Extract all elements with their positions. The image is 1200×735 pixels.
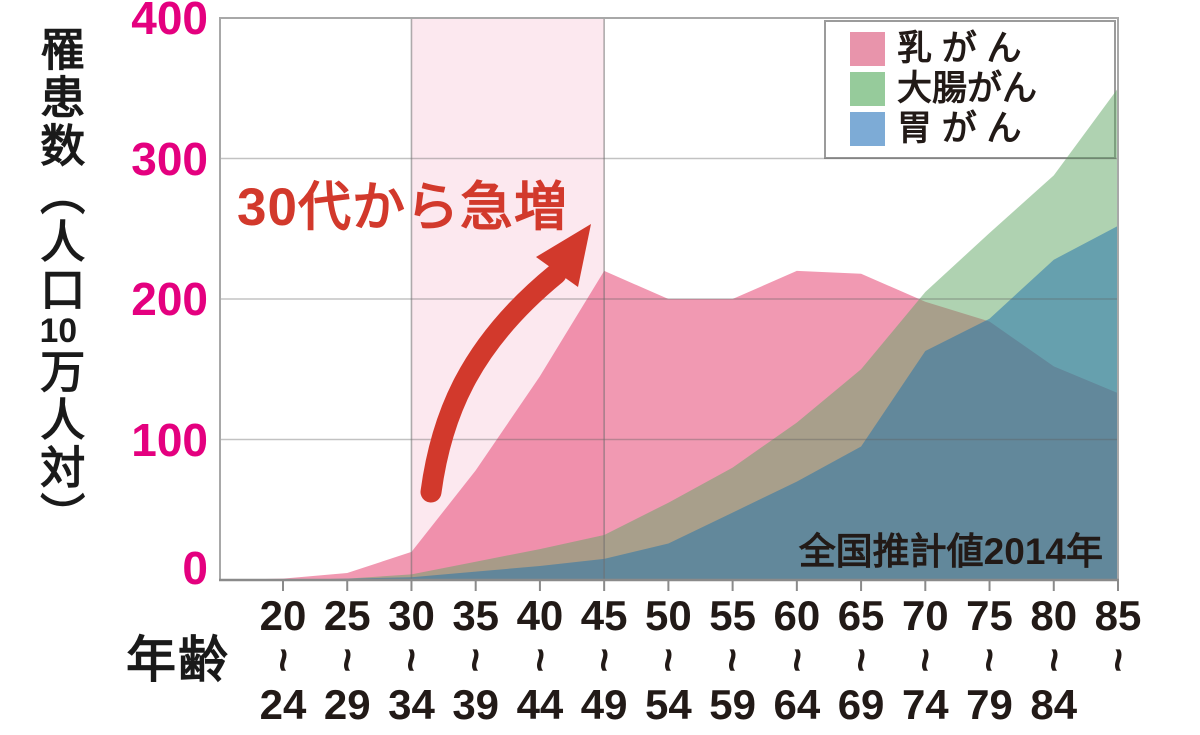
age-from: 70 xyxy=(901,592,949,639)
y-axis-title-part: 罹患数（人口 xyxy=(33,26,85,314)
x-category-85: 85 ~ xyxy=(1083,592,1153,681)
age-to: 39 xyxy=(452,681,500,728)
range-wave-dash: ~ xyxy=(645,647,693,673)
x-category-50: 50 ~54 xyxy=(633,592,703,728)
x-category-65: 65 ~69 xyxy=(826,592,896,728)
age-to: 29 xyxy=(323,681,371,728)
range-wave-dash: ~ xyxy=(709,647,757,673)
annotation-text: 30代から急増 xyxy=(237,178,568,237)
age-from: 55 xyxy=(709,592,756,639)
range-wave-dash: ~ xyxy=(1030,647,1078,673)
area-胃がん xyxy=(220,225,1118,580)
x-category-30: 30 ~34 xyxy=(376,592,446,728)
age-from: 65 xyxy=(837,592,885,639)
age-from: 75 xyxy=(966,592,1013,639)
age-from: 35 xyxy=(452,592,500,639)
age-to: 69 xyxy=(837,681,885,728)
y-tick-label-200: 200 xyxy=(131,273,208,325)
age-to: 44 xyxy=(516,681,564,728)
highlight-band-edges xyxy=(410,18,605,580)
range-wave-dash: ~ xyxy=(838,647,886,673)
age-from: 80 xyxy=(1030,592,1078,639)
y-tick-label-300: 300 xyxy=(131,132,208,185)
x-category-45: 45 ~49 xyxy=(569,592,639,728)
legend: 乳 が ん大腸がん胃 が ん xyxy=(824,20,1116,159)
y-axis-title-part: 万人対） xyxy=(33,348,85,540)
x-category-75: 75 ~79 xyxy=(955,592,1025,728)
age-to: 84 xyxy=(1030,681,1078,728)
age-to: 24 xyxy=(259,681,307,728)
age-from: 45 xyxy=(580,592,628,639)
range-wave-dash: ~ xyxy=(260,647,307,673)
age-to: 59 xyxy=(709,681,756,728)
x-category-25: 25 ~29 xyxy=(312,592,382,728)
x-category-60: 60 ~64 xyxy=(762,592,832,728)
age-from: 30 xyxy=(388,592,435,639)
gridlines xyxy=(220,157,1118,441)
legend-label: 大腸がん xyxy=(897,69,1038,108)
y-tick-label-100: 100 xyxy=(131,413,208,466)
legend-label: 乳 が ん xyxy=(897,29,1022,68)
y-axis-title: 罹患数（人口10万人対） xyxy=(30,26,86,586)
y-tick-label-0: 0 xyxy=(182,542,208,594)
age-from: 20 xyxy=(259,592,307,639)
range-wave-dash: ~ xyxy=(581,647,629,673)
age-to: 34 xyxy=(388,681,435,728)
y-axis-title-part: 10 xyxy=(39,314,78,348)
age-from: 50 xyxy=(645,592,692,639)
range-wave-dash: ~ xyxy=(773,647,821,673)
age-from: 85 xyxy=(1094,592,1142,639)
legend-label: 胃 が ん xyxy=(897,109,1022,148)
legend-swatch-大腸がん xyxy=(850,72,885,106)
y-tick-label-400: 400 xyxy=(131,0,208,44)
x-category-55: 55 ~59 xyxy=(698,592,768,728)
source-note: 全国推計値2014年 xyxy=(798,531,1103,572)
legend-swatch-胃がん xyxy=(850,112,885,146)
x-category-40: 40 ~44 xyxy=(505,592,575,728)
legend-swatch-乳がん xyxy=(850,32,885,66)
age-from: 40 xyxy=(516,592,564,639)
age-to: 49 xyxy=(580,681,628,728)
age-to: 79 xyxy=(966,681,1013,728)
age-to: 74 xyxy=(901,681,949,728)
x-category-35: 35 ~39 xyxy=(441,592,511,728)
range-wave-dash: ~ xyxy=(1095,647,1142,673)
range-wave-dash: ~ xyxy=(966,647,1014,673)
legend-item-大腸がん: 大腸がん xyxy=(850,70,1114,108)
range-wave-dash: ~ xyxy=(324,647,372,673)
x-category-20: 20 ~24 xyxy=(248,592,318,728)
range-wave-dash: ~ xyxy=(452,647,500,673)
age-from: 25 xyxy=(323,592,371,639)
area-series xyxy=(220,88,1118,581)
range-wave-dash: ~ xyxy=(516,647,564,673)
x-axis-title: 年齢 xyxy=(126,632,230,688)
age-to: 54 xyxy=(645,681,692,728)
range-wave-dash: ~ xyxy=(902,647,950,673)
legend-item-胃がん: 胃 が ん xyxy=(850,110,1114,148)
x-category-80: 80 ~84 xyxy=(1019,592,1089,728)
rapid-increase-arrow-icon xyxy=(420,224,591,503)
x-category-70: 70 ~74 xyxy=(890,592,960,728)
legend-item-乳がん: 乳 が ん xyxy=(850,30,1114,68)
age-to: 64 xyxy=(773,681,821,728)
x-axis-ticks xyxy=(219,578,1119,591)
range-wave-dash: ~ xyxy=(388,647,436,673)
age-from: 60 xyxy=(773,592,821,639)
